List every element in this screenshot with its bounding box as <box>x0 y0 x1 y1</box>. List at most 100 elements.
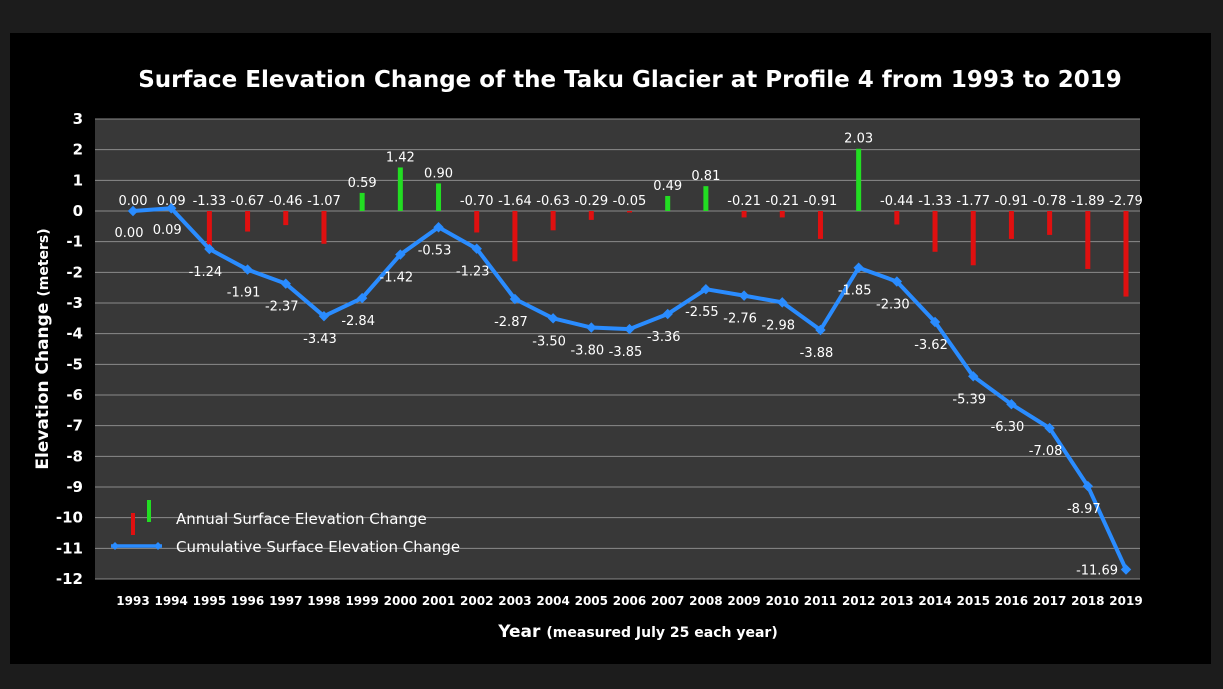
cumulative-marker <box>395 249 406 260</box>
annual-bar-label: -0.21 <box>765 194 799 209</box>
annual-bar <box>703 186 709 211</box>
annual-bar-label: -1.33 <box>918 194 952 209</box>
annual-bar-label: -0.91 <box>995 194 1029 209</box>
y-tick-label: -7 <box>66 417 83 435</box>
x-tick-label: 2015 <box>957 594 990 608</box>
annual-bar-label: 0.49 <box>653 179 682 194</box>
annual-bar <box>817 211 823 239</box>
annual-bar-label: -0.44 <box>880 194 914 209</box>
y-tick-label: -10 <box>56 509 83 527</box>
cumulative-label: -7.08 <box>1029 444 1063 459</box>
annual-bar-label: 1.42 <box>386 150 415 165</box>
annual-bar <box>665 195 671 211</box>
annual-bar <box>1008 211 1014 239</box>
x-tick-label: 2019 <box>1109 594 1142 608</box>
y-tick-label: 0 <box>73 202 83 220</box>
annual-bar <box>1047 211 1053 235</box>
cumulative-marker <box>815 324 826 336</box>
x-tick-label: 1994 <box>154 594 187 608</box>
x-tick-label: 2011 <box>804 594 837 608</box>
x-axis-title: Year (measured July 25 each year) <box>497 622 777 642</box>
cumulative-marker <box>242 264 253 275</box>
annual-bar <box>1085 211 1091 269</box>
cumulative-marker <box>624 323 635 335</box>
annual-bar <box>436 183 442 211</box>
annual-bar-label: -1.64 <box>498 194 532 209</box>
x-tick-label: 1997 <box>269 594 302 608</box>
x-tick-label: 2007 <box>651 594 684 608</box>
cumulative-label: -2.30 <box>876 298 910 313</box>
cumulative-marker <box>127 205 139 217</box>
cumulative-label: -2.76 <box>723 312 757 327</box>
x-tick-label: 2009 <box>727 594 760 608</box>
y-tick-label: -5 <box>66 355 83 373</box>
annual-bar-label: -2.79 <box>1109 194 1143 209</box>
annual-bar <box>588 211 594 220</box>
cumulative-label: -1.42 <box>380 271 414 286</box>
cumulative-label: -3.36 <box>647 330 681 345</box>
annual-bar-label: -0.78 <box>1033 194 1067 209</box>
cumulative-label: 0.00 <box>115 226 144 241</box>
legend-swatch-negative-bar <box>131 513 135 535</box>
annual-bar-label: 2.03 <box>844 132 873 147</box>
x-tick-label: 2000 <box>384 594 417 608</box>
cumulative-marker <box>738 290 750 301</box>
cumulative-label: -1.85 <box>838 284 872 299</box>
x-tick-label: 2006 <box>613 594 646 608</box>
cumulative-marker <box>509 293 521 305</box>
cumulative-marker <box>700 283 712 295</box>
cumulative-label: -6.30 <box>991 420 1025 435</box>
y-tick-label: -6 <box>66 386 83 404</box>
legend-label-annual: Annual Surface Elevation Change <box>176 510 427 528</box>
annual-bar-label: -0.46 <box>269 194 303 209</box>
annual-bar <box>206 211 212 252</box>
legend-swatch-positive-bar <box>147 500 151 522</box>
cumulative-marker <box>662 308 673 320</box>
annual-bars <box>130 148 1129 297</box>
cumulative-label: -3.43 <box>303 332 337 347</box>
annual-bar <box>627 211 632 213</box>
y-tick-label: 1 <box>73 171 83 189</box>
cumulative-label: -2.84 <box>341 314 375 329</box>
cumulative-label: -1.91 <box>227 286 261 301</box>
y-tick-label: -1 <box>66 233 83 251</box>
cumulative-marker <box>165 203 177 214</box>
x-tick-label: 1996 <box>231 594 264 608</box>
x-tick-label: 1999 <box>345 594 378 608</box>
cumulative-marker <box>968 371 979 382</box>
annual-bar-label: -0.21 <box>727 194 761 209</box>
cumulative-marker <box>929 316 941 328</box>
annual-bar <box>474 211 480 233</box>
annual-bar-label: -0.05 <box>613 194 647 209</box>
y-tick-label: -9 <box>66 478 83 496</box>
annual-bar <box>741 211 747 218</box>
y-axis-title: Elevation Change (meters) <box>33 228 53 469</box>
y-tick-label: -8 <box>66 447 83 465</box>
chart-frame: Surface Elevation Change of the Taku Gla… <box>10 33 1211 664</box>
y-tick-label: -2 <box>66 263 83 281</box>
annual-bar-label: -0.70 <box>460 194 494 209</box>
cumulative-marker <box>586 322 597 333</box>
y-axis-unit: (meters) <box>36 228 52 296</box>
cumulative-marker <box>777 297 788 308</box>
annual-bar <box>894 211 900 225</box>
legend-label-cumulative: Cumulative Surface Elevation Change <box>176 538 460 556</box>
cumulative-label: -3.88 <box>800 346 834 361</box>
cumulative-label: -8.97 <box>1067 502 1101 517</box>
annual-bar <box>512 211 518 262</box>
cumulative-labels: 0.00 0.09 -1.24 -1.91 -2.37 -3.43 -2.84 -1.42 -0… <box>115 223 1118 578</box>
annual-bar <box>321 211 327 244</box>
cumulative-label: -2.87 <box>494 315 528 330</box>
annual-bar-label: 0.81 <box>691 169 720 184</box>
annual-bar-label: -0.91 <box>804 194 838 209</box>
annual-bar-label: 0.59 <box>348 176 377 191</box>
annual-bar <box>245 211 251 232</box>
cumulative-marker <box>1082 480 1094 492</box>
cumulative-line-group <box>127 203 1132 575</box>
annual-bar <box>856 148 862 211</box>
annual-bar <box>1123 211 1129 297</box>
cumulative-label: -3.62 <box>914 338 948 353</box>
annual-bar <box>397 167 403 211</box>
annual-bar-label: -1.77 <box>956 194 990 209</box>
cumulative-marker <box>318 310 330 322</box>
